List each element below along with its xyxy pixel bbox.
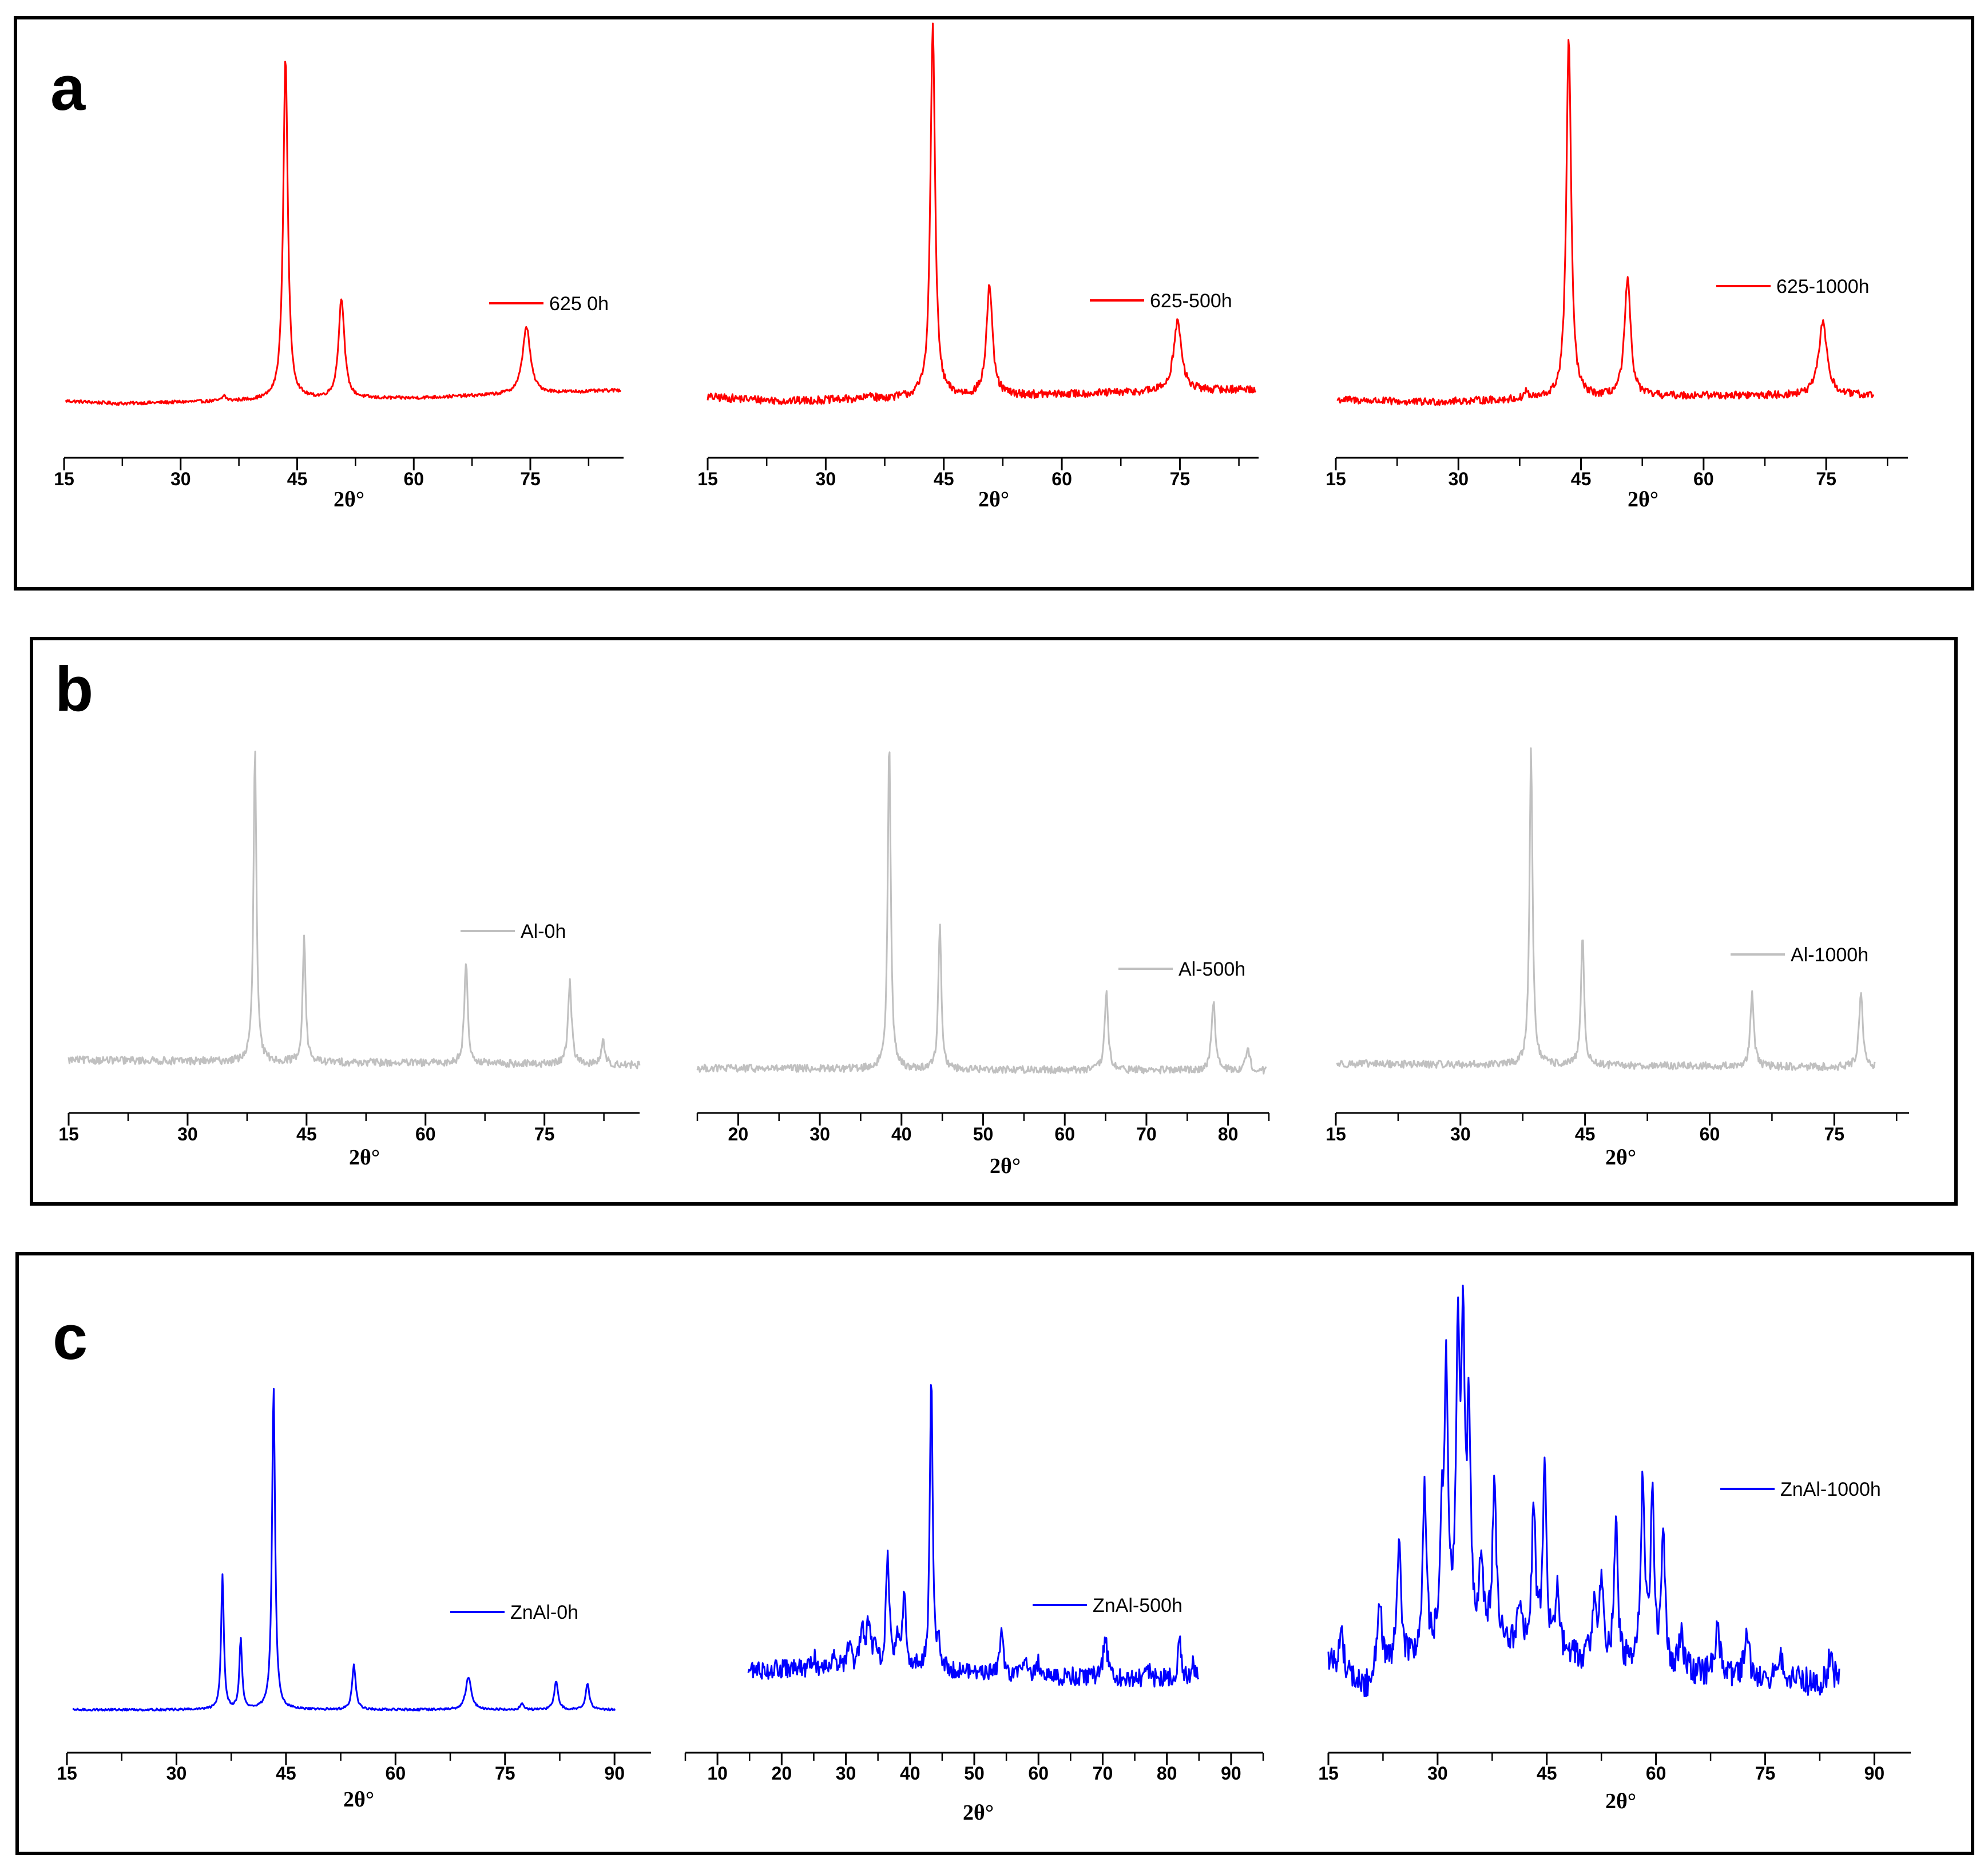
legend-label: 625-500h (1150, 290, 1232, 312)
series-line-znal-1000h (1327, 1285, 1840, 1697)
series-line-625-0h (65, 61, 622, 406)
series-line-al-0h (68, 750, 641, 1069)
x-tick-label: 40 (891, 1124, 912, 1144)
x-tick-label: 15 (54, 469, 74, 489)
x-tick-label: 30 (1427, 1763, 1448, 1784)
x-tick-label: 80 (1157, 1763, 1177, 1784)
x-tick-label: 30 (170, 469, 191, 489)
x-tick-label: 30 (166, 1763, 187, 1784)
x-tick-label: 45 (287, 469, 308, 489)
x-tick-label: 45 (1537, 1763, 1557, 1784)
series-line-al-1000h (1336, 747, 1876, 1072)
x-tick-label: 45 (934, 469, 954, 489)
x-tick-label: 75 (1824, 1124, 1845, 1144)
x-tick-label: 75 (534, 1124, 555, 1144)
subplot-a-3: 15 30 45 60 75 2θ° 625-1000h (1326, 39, 1908, 512)
panel-frame-b (30, 637, 1958, 1206)
panel-frame-c (15, 1252, 1974, 1855)
x-tick-label: 30 (177, 1124, 198, 1144)
x-tick-label: 90 (1221, 1763, 1241, 1784)
x-tick-label: 60 (415, 1124, 436, 1144)
x-tick-label: 60 (1054, 1124, 1075, 1144)
x-tick-label: 75 (520, 469, 541, 489)
x-tick-label: 40 (900, 1763, 920, 1784)
x-tick-label: 15 (58, 1124, 79, 1144)
x-tick-label: 30 (810, 1124, 830, 1144)
x-tick-label: 70 (1136, 1124, 1157, 1144)
x-tick-label: 15 (1326, 469, 1346, 489)
x-tick-label: 60 (1700, 1124, 1720, 1144)
x-tick-label: 15 (57, 1763, 77, 1784)
subplot-a-2: 15 30 45 60 75 2θ° 625-500h (697, 22, 1259, 512)
x-tick-label: 15 (697, 469, 718, 489)
legend-label: 625-1000h (1776, 276, 1870, 298)
series-line-625-1000h (1336, 39, 1875, 406)
panel-letter-a: a (50, 53, 86, 124)
x-axis-label: 2θ° (978, 488, 1009, 512)
x-tick-label: 20 (772, 1763, 792, 1784)
x-tick-label: 90 (1864, 1763, 1885, 1784)
subplot-c-1: 15 30 45 60 75 90 2θ° ZnAl-0h (57, 1388, 651, 1812)
legend-label: 625 0h (549, 293, 609, 315)
legend-label: ZnAl-500h (1093, 1595, 1183, 1617)
x-tick-label: 45 (1575, 1124, 1596, 1144)
subplot-b-2: 20 30 40 50 60 70 80 2θ° Al-500h (696, 751, 1270, 1178)
x-tick-label: 10 (707, 1763, 728, 1784)
panel-letter-c: c (53, 1302, 88, 1373)
x-tick-label: 45 (276, 1763, 296, 1784)
x-tick-label: 30 (836, 1763, 856, 1784)
legend-label: Al-500h (1178, 958, 1245, 980)
legend-label: ZnAl-0h (510, 1602, 578, 1623)
x-tick-label: 90 (604, 1763, 625, 1784)
x-tick-label: 30 (1450, 1124, 1471, 1144)
x-tick-label: 50 (973, 1124, 994, 1144)
x-tick-label: 50 (964, 1763, 985, 1784)
x-tick-label: 60 (386, 1763, 406, 1784)
x-tick-label: 80 (1218, 1124, 1239, 1144)
x-axis-label: 2θ° (349, 1146, 380, 1170)
x-tick-label: 75 (1755, 1763, 1776, 1784)
x-tick-label: 60 (1646, 1763, 1666, 1784)
x-tick-label: 45 (296, 1124, 317, 1144)
subplot-c-2: 10 20 30 40 50 60 70 80 90 2θ° ZnAl-500h (684, 1384, 1264, 1825)
x-axis-label: 2θ° (963, 1801, 994, 1825)
subplot-b-1: 15 30 45 60 75 2θ° Al-0h (58, 750, 641, 1170)
x-axis-label: 2θ° (1605, 1146, 1636, 1170)
subplot-a-1: 15 30 45 60 75 2θ° 625 0h (54, 61, 624, 512)
series-line-625-500h (707, 22, 1257, 406)
x-tick-label: 15 (1326, 1124, 1346, 1144)
legend-label: Al-1000h (1791, 944, 1868, 966)
x-tick-label: 70 (1093, 1763, 1113, 1784)
panel-frame-a (14, 16, 1974, 591)
legend-label: ZnAl-1000h (1780, 1479, 1881, 1500)
series-line-znal-0h (72, 1388, 616, 1711)
x-tick-label: 30 (816, 469, 836, 489)
x-tick-label: 45 (1571, 469, 1592, 489)
subplot-b-3: 15 30 45 60 75 2θ° Al-1000h (1326, 747, 1909, 1170)
subplot-c-3: 15 30 45 60 75 90 2θ° ZnAl-1000h (1318, 1285, 1911, 1813)
x-tick-label: 75 (1816, 469, 1836, 489)
panel-letter-b: b (55, 654, 93, 724)
x-tick-label: 15 (1318, 1763, 1339, 1784)
x-axis-label: 2θ° (990, 1154, 1021, 1178)
x-tick-label: 60 (403, 469, 424, 489)
series-line-al-500h (696, 751, 1267, 1075)
x-tick-label: 60 (1051, 469, 1072, 489)
x-axis-label: 2θ° (343, 1788, 374, 1812)
x-tick-label: 30 (1448, 469, 1469, 489)
x-tick-label: 75 (495, 1763, 515, 1784)
x-axis-label: 2θ° (1628, 488, 1658, 512)
legend-label: Al-0h (521, 921, 566, 942)
x-tick-label: 20 (728, 1124, 749, 1144)
x-axis-label: 2θ° (334, 488, 364, 512)
x-tick-label: 60 (1028, 1763, 1049, 1784)
x-tick-label: 60 (1693, 469, 1714, 489)
series-line-znal-500h (747, 1384, 1200, 1688)
x-axis-label: 2θ° (1605, 1789, 1636, 1813)
x-tick-label: 75 (1170, 469, 1191, 489)
